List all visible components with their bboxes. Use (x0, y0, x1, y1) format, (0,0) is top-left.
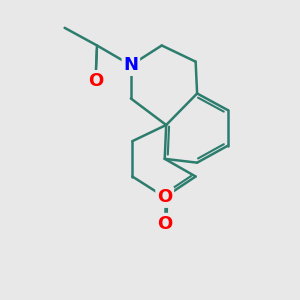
Text: N: N (123, 56, 138, 74)
Text: O: O (88, 72, 103, 90)
Text: O: O (157, 188, 172, 206)
Text: O: O (157, 214, 172, 232)
